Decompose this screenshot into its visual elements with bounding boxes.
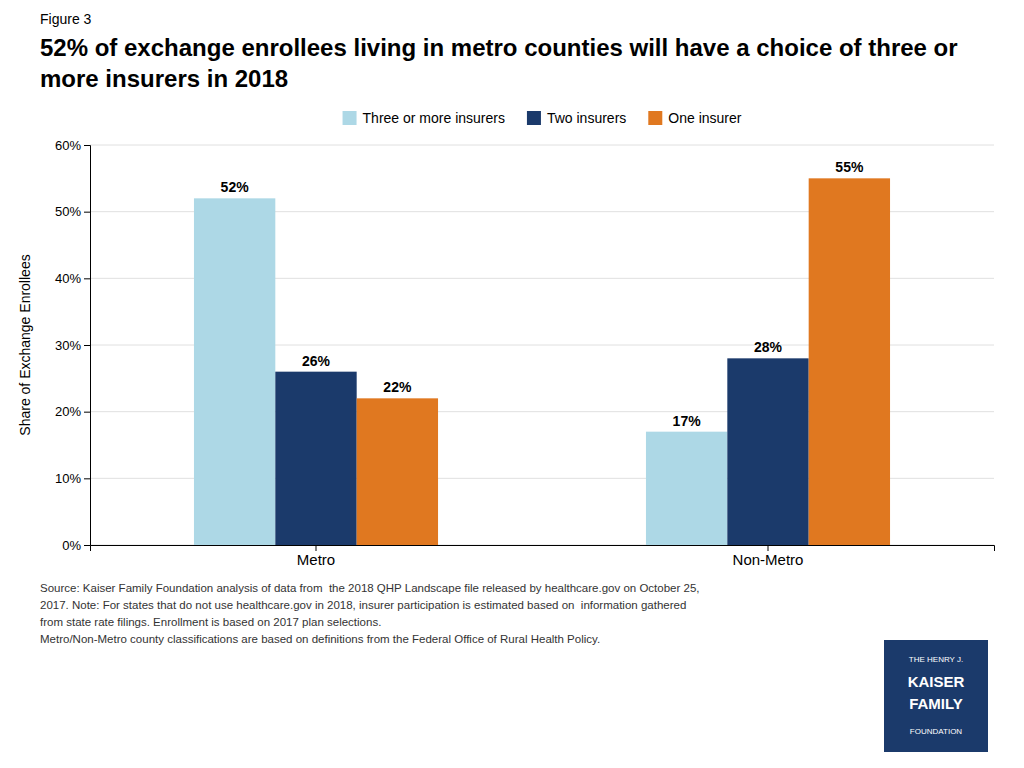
tick-mark xyxy=(84,145,90,146)
tick: 20% xyxy=(55,404,90,419)
tick: 30% xyxy=(55,338,90,353)
legend-label: Two insurers xyxy=(547,110,626,126)
data-label: 52% xyxy=(221,179,250,195)
tick-mark xyxy=(84,478,90,479)
legend-swatch xyxy=(648,111,662,125)
bar xyxy=(194,198,275,545)
data-label: 26% xyxy=(302,353,331,369)
tick-label: 10% xyxy=(55,471,81,486)
legend-item: Two insurers xyxy=(527,110,626,126)
data-label: 22% xyxy=(383,379,412,395)
data-label: 55% xyxy=(835,159,864,175)
source-note: Metro/Non-Metro county classifications a… xyxy=(40,633,600,645)
tick-mark xyxy=(84,412,90,413)
legend-label: One insurer xyxy=(668,110,741,126)
data-label: 28% xyxy=(754,339,783,355)
source-note: Source: Kaiser Family Foundation analysi… xyxy=(40,582,700,594)
tick-label: 20% xyxy=(55,404,81,419)
bar xyxy=(809,178,890,545)
tick-label: 60% xyxy=(55,138,81,153)
logo-text: FAMILY xyxy=(909,695,963,712)
legend-item: One insurer xyxy=(648,110,741,126)
logo-text: FOUNDATION xyxy=(910,727,963,736)
legend-swatch xyxy=(343,111,357,125)
tick-mark xyxy=(84,212,90,213)
logo-background xyxy=(884,640,988,752)
tick-label: Non-Metro xyxy=(733,551,804,568)
figure-label: Figure 3 xyxy=(40,11,92,27)
tick-label: Metro xyxy=(297,551,335,568)
legend-label: Three or more insurers xyxy=(363,110,505,126)
legend-swatch xyxy=(527,111,541,125)
tick: 60% xyxy=(55,138,90,153)
bar xyxy=(357,398,438,545)
y-axis-title: Share of Exchange Enrollees xyxy=(17,254,33,435)
bar xyxy=(275,372,356,545)
data-labels: 52% 17% 26% 28% 22% 55% xyxy=(221,159,864,428)
tick: 40% xyxy=(55,271,90,286)
title-line: more insurers in 2018 xyxy=(40,65,288,92)
y-axis: 0% 10% 20% 30% 40% 50% 60% xyxy=(55,138,91,553)
tick-label: 30% xyxy=(55,338,81,353)
title: 52% of exchange enrollees living in metr… xyxy=(40,34,958,92)
logo-text: KAISER xyxy=(908,673,965,690)
tick: 10% xyxy=(55,471,90,486)
data-label: 17% xyxy=(673,413,702,429)
legend-item: Three or more insurers xyxy=(343,110,505,126)
bar xyxy=(727,358,808,545)
title-line: 52% of exchange enrollees living in metr… xyxy=(40,34,958,61)
tick-mark xyxy=(84,545,90,546)
logo-text: THE HENRY J. xyxy=(909,655,963,664)
tick-label: 40% xyxy=(55,271,81,286)
bars xyxy=(194,178,890,545)
x-axis: Metro Non-Metro xyxy=(91,545,995,568)
chart: Figure 3 52% of exchange enrollees living… xyxy=(0,0,1024,768)
source-note: from state rate filings. Enrollment is b… xyxy=(40,616,381,628)
axis-domain xyxy=(91,546,995,552)
tick: 50% xyxy=(55,204,90,219)
source-note: 2017. Note: For states that do not use h… xyxy=(40,599,686,611)
tick-label: 0% xyxy=(62,538,81,553)
grid xyxy=(90,145,994,545)
axis-domain xyxy=(84,146,91,546)
tick: Non-Metro xyxy=(733,545,804,568)
tick-mark xyxy=(84,278,90,279)
tick-label: 50% xyxy=(55,204,81,219)
tick: 0% xyxy=(62,538,90,553)
tick: Metro xyxy=(297,545,335,568)
legend: Three or more insurers Two insurers One in… xyxy=(343,110,742,126)
tick-mark xyxy=(84,345,90,346)
bar xyxy=(646,432,727,545)
grid-line xyxy=(90,145,994,146)
